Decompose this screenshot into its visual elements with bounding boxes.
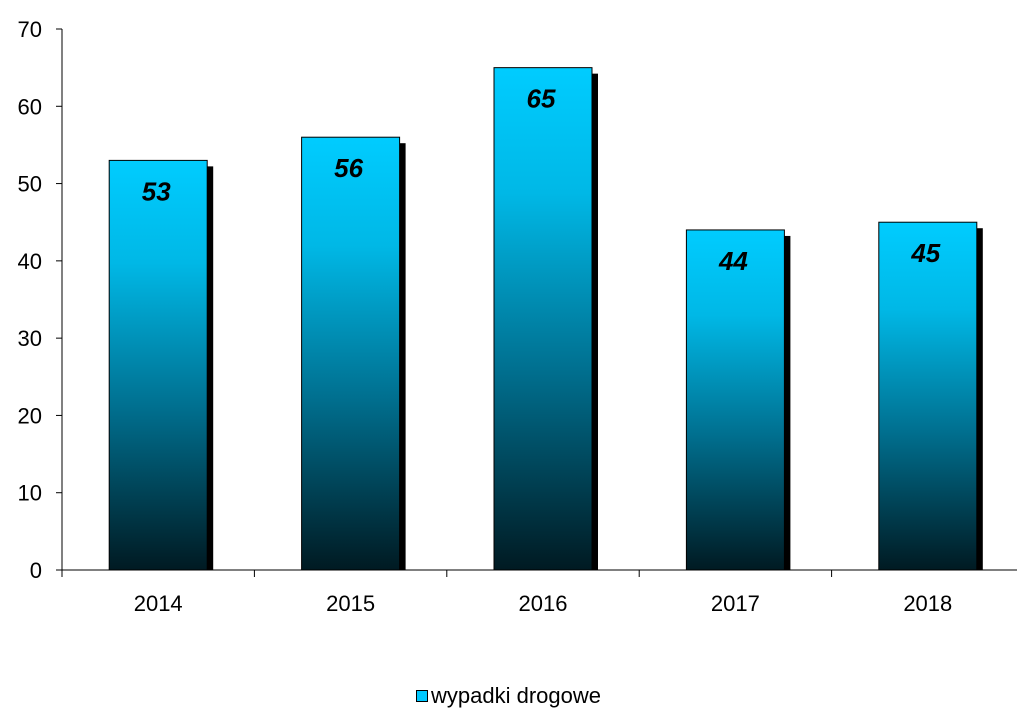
y-axis-ticks: 0 10 20 30 40 50 60 70 (18, 17, 62, 583)
x-tick-label: 2015 (326, 591, 375, 616)
legend-swatch (416, 689, 428, 702)
y-tick-label: 60 (18, 94, 42, 119)
y-tick-label: 30 (18, 326, 42, 351)
data-label-2014: 53 (142, 176, 171, 206)
bar-2018 (878, 221, 978, 571)
y-tick-label: 10 (18, 481, 42, 506)
y-tick-label: 40 (18, 249, 42, 274)
x-axis-ticks: 2014 2015 2016 2017 2018 (61, 570, 952, 616)
x-tick-label: 2018 (903, 591, 952, 616)
y-tick-label: 0 (30, 558, 42, 583)
x-tick-label: 2014 (134, 591, 183, 616)
bars (108, 67, 978, 571)
data-label-2016: 65 (527, 84, 556, 114)
data-label-2018: 45 (910, 238, 940, 268)
data-label-2015: 56 (334, 153, 363, 183)
data-label-2017: 44 (718, 246, 748, 276)
y-tick-label: 20 (18, 403, 42, 428)
bar-2017 (685, 229, 785, 571)
y-tick-label: 50 (18, 172, 42, 197)
x-tick-label: 2016 (519, 591, 568, 616)
bar-2016 (493, 67, 593, 571)
y-tick-label: 70 (18, 17, 42, 42)
bar-2014 (108, 159, 208, 571)
bar-2015 (301, 136, 401, 571)
legend: wypadki drogowe (0, 683, 1017, 709)
legend-label: wypadki drogowe (431, 683, 601, 708)
data-labels: 53 56 65 44 45 (142, 84, 941, 276)
x-tick-label: 2017 (711, 591, 760, 616)
